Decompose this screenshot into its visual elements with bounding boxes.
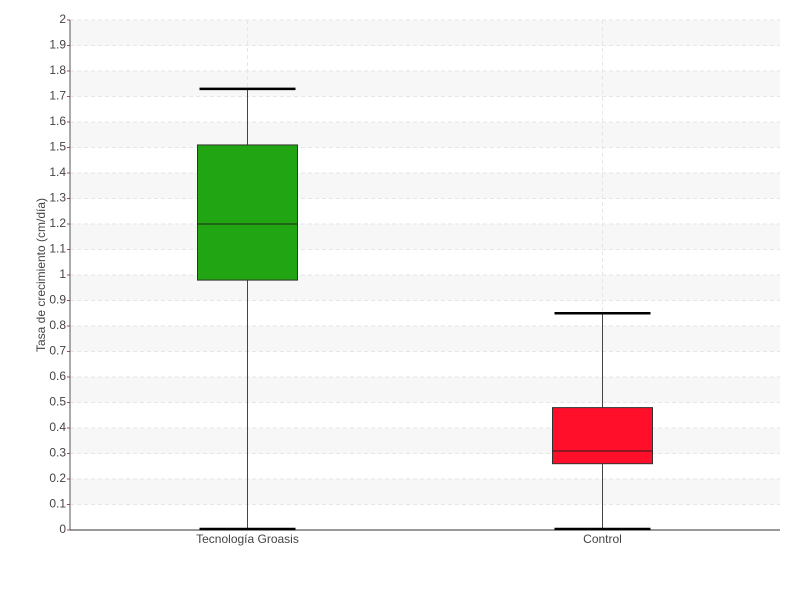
box	[552, 407, 653, 465]
y-tick-label: 1.5	[49, 140, 66, 154]
grid-band	[70, 275, 780, 301]
y-tick-label: 0.2	[49, 471, 66, 485]
y-tick-label: 1.4	[49, 165, 66, 179]
grid-band	[70, 479, 780, 505]
box	[197, 144, 298, 281]
grid-band	[70, 377, 780, 403]
y-tick-label: 1.1	[49, 242, 66, 256]
y-tick-label: 1.2	[49, 216, 66, 230]
x-tick-label: Control	[583, 532, 622, 546]
y-tick-label: 0.6	[49, 369, 66, 383]
grid-band	[70, 71, 780, 97]
grid-band	[70, 428, 780, 454]
y-tick-label: 1.7	[49, 89, 66, 103]
y-tick-label: 0.7	[49, 344, 66, 358]
y-tick-label: 0.3	[49, 446, 66, 460]
y-tick-label: 0.1	[49, 497, 66, 511]
y-tick-label: 0.4	[49, 420, 66, 434]
grid-band	[70, 173, 780, 199]
y-tick-label: 1.6	[49, 114, 66, 128]
y-tick-label: 1.9	[49, 38, 66, 52]
y-tick-label: 2	[59, 12, 66, 26]
x-tick-label: Tecnología Groasis	[196, 532, 299, 546]
y-tick-label: 1	[59, 267, 66, 281]
y-tick-label: 1.8	[49, 63, 66, 77]
grid-band	[70, 224, 780, 250]
y-axis-label: Tasa de crecimiento (cm/día)	[34, 198, 48, 352]
y-tick-label: 0.5	[49, 395, 66, 409]
y-tick-label: 1.3	[49, 191, 66, 205]
grid-band	[70, 122, 780, 148]
y-tick-label: 0	[59, 522, 66, 536]
grid-band	[70, 20, 780, 46]
y-tick-label: 0.8	[49, 318, 66, 332]
y-tick-label: 0.9	[49, 293, 66, 307]
grid-band	[70, 326, 780, 352]
